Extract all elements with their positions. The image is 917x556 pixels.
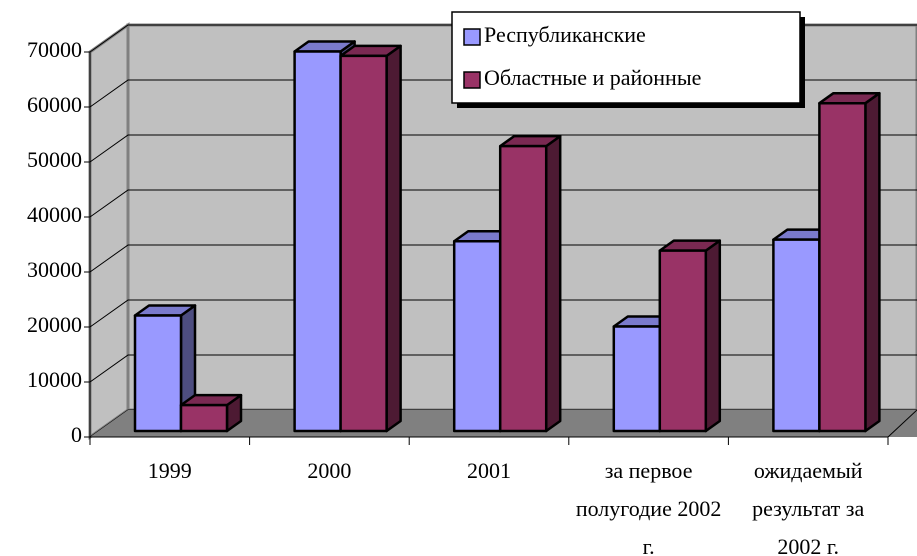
bar bbox=[658, 249, 708, 433]
bar bbox=[339, 54, 388, 433]
legend bbox=[451, 11, 801, 104]
bar bbox=[498, 144, 548, 433]
bar-side bbox=[385, 44, 402, 433]
y-tick-label: 60000 bbox=[27, 92, 82, 117]
y-tick-label: 40000 bbox=[27, 202, 82, 227]
bar bbox=[179, 403, 229, 433]
x-tick-label: 2001 bbox=[467, 458, 511, 483]
bar bbox=[133, 314, 183, 433]
bar-side bbox=[864, 91, 881, 433]
y-tick-label: 70000 bbox=[27, 37, 82, 62]
y-tick-label: 20000 bbox=[27, 312, 82, 337]
grid-line bbox=[89, 189, 917, 218]
grid-line bbox=[89, 244, 917, 273]
bar-side bbox=[544, 134, 562, 433]
y-tick-label: 50000 bbox=[27, 147, 82, 172]
side-wall bbox=[88, 22, 130, 440]
legend-swatch bbox=[463, 71, 481, 89]
y-tick-label: 0 bbox=[71, 422, 82, 447]
grid-line bbox=[89, 299, 917, 328]
legend-label: Областные и районные bbox=[484, 65, 701, 90]
bar bbox=[452, 240, 502, 433]
legend-label: Республиканские bbox=[484, 22, 646, 47]
x-tick-label: за первое полугодие 2002 г. bbox=[575, 458, 722, 556]
bar-side bbox=[704, 239, 722, 433]
bar bbox=[293, 50, 342, 433]
bar bbox=[612, 325, 662, 433]
bar bbox=[818, 101, 867, 433]
x-tick-label: ожидаемый результат за 2002 г. bbox=[752, 458, 865, 556]
x-tick-label: 2000 bbox=[307, 458, 352, 483]
y-tick-label: 30000 bbox=[27, 257, 82, 282]
grid-line bbox=[89, 134, 917, 163]
x-axis-depth bbox=[887, 409, 917, 438]
bar bbox=[772, 238, 821, 433]
y-tick-label: 10000 bbox=[27, 367, 82, 392]
legend-swatch bbox=[463, 28, 481, 46]
x-tick-label: 1999 bbox=[147, 458, 192, 483]
